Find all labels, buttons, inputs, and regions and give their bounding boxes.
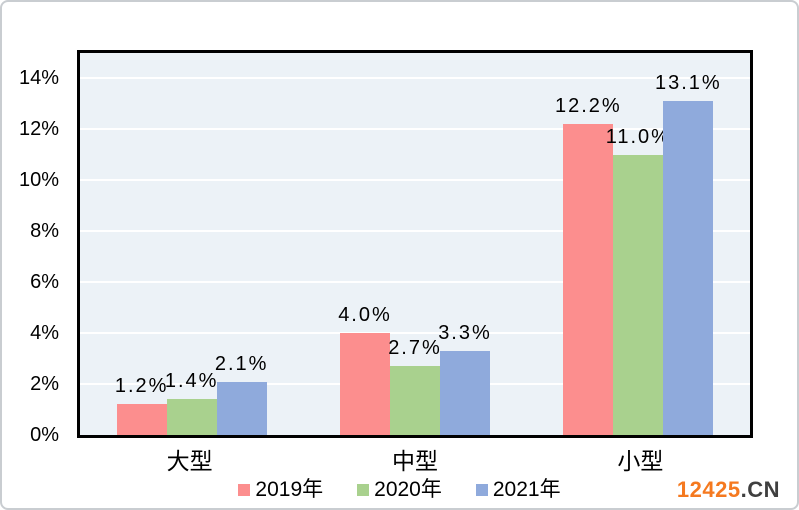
watermark-brand: 12425 — [676, 477, 741, 502]
bar-2021年-中型 — [439, 350, 490, 435]
x-category-label-小型: 小型 — [617, 448, 664, 474]
value-label-2020年-中型: 2.7% — [388, 337, 442, 360]
bar-2020年-小型 — [613, 154, 664, 435]
y-tick-label-2%: 2% — [30, 373, 59, 396]
legend-label-2021年: 2021年 — [492, 478, 561, 501]
plot-area: 1.2% 1.4% 2.1% 4.0% 2.7% 3.3% 12.2% 11.0% 13.1% — [77, 50, 753, 438]
category-slot-小型: 12.2% 11.0% 13.1% — [527, 53, 750, 435]
bar-2019年-小型 — [563, 124, 614, 435]
gridline-4% — [80, 332, 750, 335]
bar-groups: 1.2% 1.4% 2.1% 4.0% 2.7% 3.3% 12.2% 11.0% 13.1% — [80, 53, 750, 435]
gridline-14% — [80, 77, 750, 80]
legend-item-2021年: 2021年 — [475, 478, 561, 501]
value-label-2020年-大型: 1.4% — [164, 370, 219, 393]
y-tick-label-8%: 8% — [30, 220, 59, 243]
value-label-2019年-中型: 4.0% — [338, 304, 392, 327]
legend-label-2020年: 2020年 — [374, 478, 442, 501]
bar-2019年-大型 — [116, 404, 167, 435]
gridline-8% — [80, 230, 750, 233]
legend-swatch-2020年 — [357, 484, 370, 496]
value-label-2019年-小型: 12.2% — [554, 95, 622, 118]
x-category-label-中型: 中型 — [391, 448, 438, 474]
y-tick-label-6%: 6% — [30, 271, 59, 294]
gridline-6% — [80, 281, 750, 284]
watermark: 12425.CN — [677, 479, 780, 501]
value-label-2021年-中型: 3.3% — [438, 321, 492, 344]
legend-item-2020年: 2020年 — [357, 479, 442, 501]
x-category-label-大型: 大型 — [166, 448, 213, 474]
x-axis: 大型 中型 小型 — [77, 447, 753, 475]
legend-swatch-2019年 — [238, 484, 251, 496]
legend: 2019年 2020年 2021年 — [2, 479, 797, 501]
gridline-10% — [80, 179, 750, 182]
bar-2021年-大型 — [216, 381, 267, 435]
category-slot-中型: 4.0% 2.7% 3.3% — [303, 53, 526, 435]
bar-2020年-大型 — [166, 399, 217, 435]
y-tick-label-0%: 0% — [30, 424, 59, 446]
value-label-2021年-大型: 2.1% — [214, 352, 269, 375]
legend-label-2019年: 2019年 — [255, 478, 324, 501]
y-tick-label-10%: 10% — [18, 169, 59, 192]
bar-2021年-小型 — [663, 101, 714, 435]
bar-2020年-中型 — [389, 366, 440, 435]
category-slot-大型: 1.2% 1.4% 2.1% — [80, 53, 303, 435]
y-axis: 0% 2% 4% 6% 8% 10% 12% 14% — [2, 53, 59, 445]
y-tick-label-4%: 4% — [30, 322, 59, 345]
bar-2019年-中型 — [339, 333, 390, 435]
legend-swatch-2021年 — [475, 484, 488, 496]
y-tick-label-12%: 12% — [18, 118, 59, 141]
legend-item-2019年: 2019年 — [238, 479, 323, 501]
value-label-2021年-小型: 13.1% — [654, 72, 722, 95]
watermark-suffix: .CN — [740, 477, 780, 502]
value-label-2019年-大型: 1.2% — [114, 375, 169, 398]
gridline-12% — [80, 128, 750, 131]
y-tick-label-14%: 14% — [18, 67, 59, 90]
value-label-2020年-小型: 11.0% — [605, 125, 671, 148]
